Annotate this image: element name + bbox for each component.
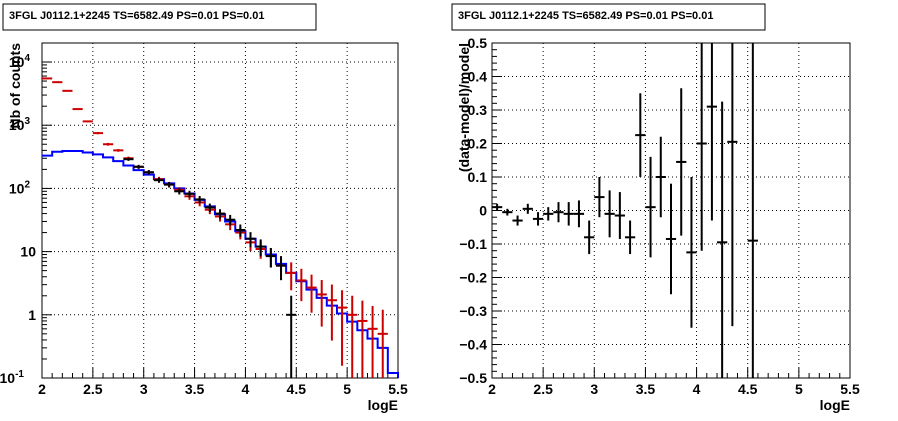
x-tick-label: 4.5 bbox=[738, 381, 758, 397]
y-tick-label: 104 bbox=[9, 53, 31, 70]
y-tick-label: 10 bbox=[20, 244, 36, 260]
y-tick-label: 10-1 bbox=[0, 369, 24, 386]
chart-title: 3FGL J0112.1+2245 TS=6582.49 PS=0.01 PS=… bbox=[458, 10, 713, 22]
chart-title: 3FGL J0112.1+2245 TS=6582.49 PS=0.01 PS=… bbox=[9, 10, 264, 22]
y-axis-label: (data-model)/model bbox=[456, 43, 472, 172]
y-tick-label: 0.5 bbox=[468, 35, 488, 51]
x-tick-label: 2 bbox=[38, 381, 46, 397]
x-tick-label: 3 bbox=[590, 381, 598, 397]
y-tick-label: 0.4 bbox=[468, 69, 488, 85]
residual-plot-panel: 3FGL J0112.1+2245 TS=6582.49 PS=0.01 PS=… bbox=[451, 3, 860, 413]
x-tick-label: 4 bbox=[242, 381, 250, 397]
y-tick-label: 0.3 bbox=[468, 102, 488, 118]
x-tick-label: 2.5 bbox=[83, 381, 103, 397]
y-tick-label: 1 bbox=[28, 307, 36, 323]
x-tick-label: 3.5 bbox=[636, 381, 656, 397]
title-box bbox=[451, 3, 766, 31]
x-tick-label: 2 bbox=[488, 381, 496, 397]
x-tick-label: 4 bbox=[693, 381, 701, 397]
x-tick-label: 3 bbox=[140, 381, 148, 397]
y-tick-label: −0.3 bbox=[459, 303, 487, 319]
title-box bbox=[2, 3, 317, 31]
y-tick-label: −0.2 bbox=[459, 270, 487, 286]
y-tick-label: −0.1 bbox=[459, 236, 487, 252]
x-tick-label: 4.5 bbox=[287, 381, 307, 397]
counts-plot-panel: 3FGL J0112.1+2245 TS=6582.49 PS=0.01 PS=… bbox=[0, 3, 408, 413]
y-tick-label: 0.1 bbox=[468, 169, 488, 185]
x-axis-label: logE bbox=[368, 397, 398, 413]
x-tick-label: 5.5 bbox=[840, 381, 860, 397]
y-tick-label: 102 bbox=[9, 179, 31, 196]
y-tick-label: −0.4 bbox=[459, 337, 487, 353]
x-tick-label: 3.5 bbox=[185, 381, 205, 397]
y-tick-label: 103 bbox=[9, 116, 31, 133]
y-tick-label: −0.5 bbox=[459, 370, 487, 386]
x-axis-label: logE bbox=[820, 397, 850, 413]
x-tick-label: 2.5 bbox=[533, 381, 553, 397]
y-tick-label: 0 bbox=[479, 203, 487, 219]
plot-frame bbox=[41, 42, 399, 379]
model-histogram-line bbox=[42, 150, 399, 378]
x-tick-label: 5.5 bbox=[388, 381, 408, 397]
x-tick-label: 5 bbox=[343, 381, 351, 397]
y-axis-label: Nb of counts bbox=[7, 43, 23, 129]
y-tick-label: 0.2 bbox=[468, 136, 488, 152]
x-tick-label: 5 bbox=[795, 381, 803, 397]
